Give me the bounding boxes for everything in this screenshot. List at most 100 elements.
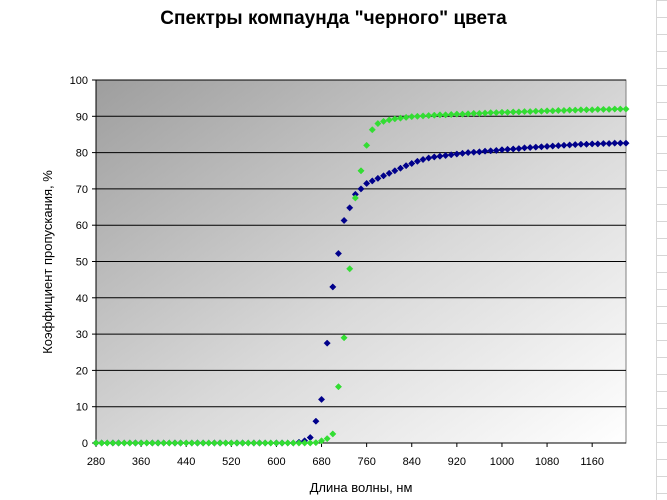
series-1-point	[577, 140, 585, 148]
series-2-point	[391, 115, 399, 123]
series-1-point	[611, 139, 619, 147]
series-2-point	[177, 439, 185, 447]
series-2-point	[520, 108, 529, 116]
series-1-point	[391, 167, 399, 175]
series-1-point	[509, 145, 517, 153]
series-2-point	[464, 110, 472, 118]
y-tick-label: 90	[76, 111, 88, 123]
series-2-point	[131, 439, 140, 447]
series-1-point	[464, 149, 472, 157]
series-2-point	[554, 106, 562, 115]
series-1-point	[430, 153, 438, 161]
series-2-point	[278, 439, 286, 447]
series-2-point	[351, 194, 359, 202]
y-axis-title: Коэффициент пропускания, %	[40, 170, 55, 354]
series-1-point	[357, 185, 365, 193]
series-2-point	[622, 105, 630, 113]
y-tick-labels: 0 10 20 30 40 50 60 70 80 90 100	[70, 75, 88, 450]
x-tick-label: 1080	[535, 456, 559, 468]
series-2-point	[154, 439, 162, 447]
series-2-point	[408, 113, 416, 121]
y-tick-label: 60	[76, 220, 88, 232]
x-tick-label: 680	[312, 456, 330, 468]
series-2-point	[323, 435, 331, 443]
series-1-point	[402, 162, 410, 170]
series-2-point	[560, 106, 568, 115]
series-2-point	[492, 109, 500, 117]
x-tick-label: 920	[448, 456, 466, 468]
series-2-point	[126, 439, 134, 447]
series-1-point	[616, 139, 624, 147]
series-2-point	[442, 111, 450, 119]
series-2-point	[368, 126, 376, 134]
data-points	[92, 105, 630, 447]
series-2-point	[588, 106, 596, 114]
series-2-point	[582, 106, 591, 114]
series-2-point	[148, 439, 156, 447]
series-1-point	[419, 155, 427, 164]
x-tick-label: 1160	[580, 456, 604, 468]
series-2-point	[396, 114, 405, 122]
y-tick-label: 100	[70, 75, 88, 87]
series-1-point	[492, 146, 500, 154]
series-2-point	[295, 439, 303, 447]
series-1-point	[487, 147, 495, 155]
series-1-point	[436, 152, 444, 160]
series-2-point	[137, 439, 145, 447]
series-2-point	[103, 439, 111, 447]
series-2-point	[227, 439, 235, 447]
series-1-point	[549, 142, 557, 150]
series-2-point	[504, 108, 512, 116]
series-1-point	[566, 141, 574, 149]
series-2-point	[317, 437, 326, 445]
series-1-point	[599, 139, 608, 148]
series-1-point	[374, 174, 382, 182]
series-2-point	[498, 108, 506, 116]
series-1-point	[537, 143, 545, 151]
series-1-point	[594, 140, 602, 148]
series-2-point	[470, 109, 478, 117]
series-2-point	[312, 439, 320, 447]
series-2-point	[611, 105, 619, 113]
series-2-point	[526, 108, 534, 116]
y-tick-label: 30	[76, 329, 88, 341]
series-2-point	[599, 105, 608, 113]
series-2-point	[458, 110, 467, 118]
series-1-point	[515, 145, 523, 153]
series-1-point	[543, 142, 551, 150]
series-2-point	[222, 439, 230, 447]
series-2-point	[566, 106, 574, 114]
y-tick-label: 10	[76, 402, 88, 414]
y-tick-label: 80	[76, 148, 88, 160]
series-1-point	[475, 148, 483, 156]
chart-title: Спектры компаунда "черного" цвета	[160, 8, 507, 29]
series-1-point	[453, 150, 461, 158]
series-1-point	[379, 172, 388, 180]
series-1-point	[363, 179, 371, 188]
series-1-point	[605, 139, 613, 148]
series-1-point	[588, 140, 596, 148]
series-2-point	[419, 112, 427, 120]
series-2-point	[120, 439, 128, 447]
x-tick-labels: 280 360 440 520 600 680 760 840 920 1000 1080 1160	[87, 456, 604, 468]
series-2-point	[239, 439, 247, 447]
series-1-point	[470, 148, 478, 156]
x-tick-label: 840	[403, 456, 421, 468]
series-2-point	[515, 108, 523, 116]
series-1-point	[408, 159, 416, 168]
series-2-point	[301, 439, 309, 447]
series-2-point	[357, 167, 365, 175]
series-2-point	[605, 105, 613, 113]
series-2-point	[436, 111, 444, 119]
series-2-point	[402, 113, 410, 121]
series-2-point	[171, 439, 179, 447]
x-tick-label: 1000	[490, 456, 514, 468]
series-2-point	[340, 334, 348, 342]
series-2-point	[255, 439, 264, 447]
series-2-point	[475, 109, 483, 117]
series-2-point	[481, 109, 489, 117]
series-2-point	[244, 439, 252, 447]
series-2-point	[199, 439, 207, 447]
series-1-point	[442, 151, 450, 160]
series-2-point	[453, 110, 461, 118]
